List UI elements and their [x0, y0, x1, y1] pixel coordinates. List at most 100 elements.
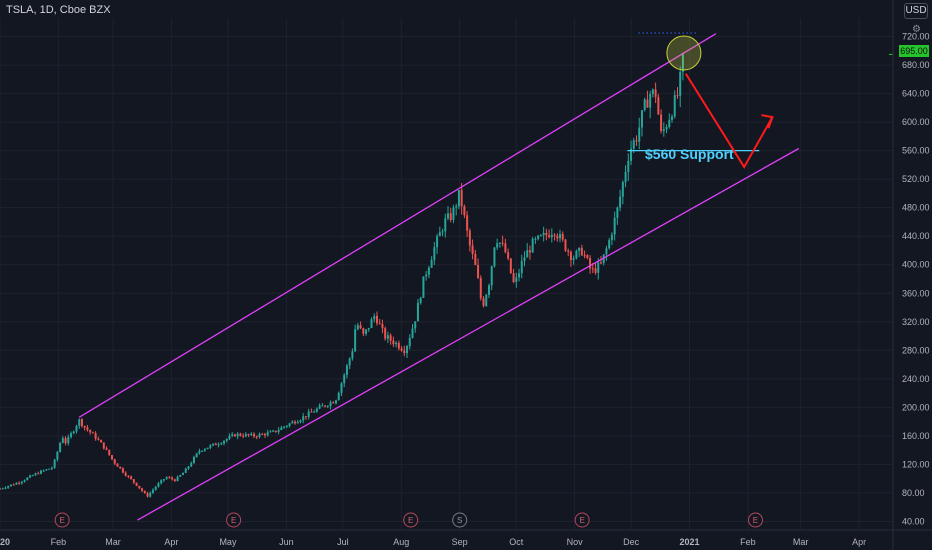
event-marker-label: E [231, 516, 236, 525]
time-tick-label: Nov [567, 537, 584, 547]
candle-body [67, 437, 70, 444]
event-marker-label: E [408, 516, 413, 525]
candle-body [400, 348, 403, 351]
event-marker [226, 512, 242, 528]
candle-body [39, 470, 42, 474]
candle-body [411, 328, 414, 338]
channel-lower-line [137, 147, 800, 521]
projection-arrowhead [761, 114, 774, 129]
candle-body [154, 486, 157, 490]
candle-body [119, 466, 122, 469]
candle-body [184, 468, 187, 473]
candle-body [490, 266, 493, 286]
candle-body [26, 477, 29, 481]
price-axis[interactable]: 40.00 80.00 120.00 160.00 200.00 240.00 280.00… [892, 0, 930, 550]
support-label: $560 Support [645, 146, 734, 162]
candle-body [105, 448, 108, 450]
candle-body [80, 419, 83, 426]
event-marker-label: E [59, 516, 64, 525]
candle-body [97, 438, 100, 440]
price-tick-label: 640.00 [902, 89, 930, 99]
event-marker [452, 512, 468, 528]
candle-body [444, 218, 447, 232]
candle-body [397, 342, 400, 349]
candle-body [157, 483, 160, 487]
candle-body [18, 482, 21, 484]
price-tick-label: 160.00 [902, 431, 930, 441]
candle-body [141, 488, 144, 492]
candle-body [206, 447, 209, 450]
last-price-label: 695.00 [899, 45, 929, 57]
candle-body [507, 252, 510, 259]
time-tick-label: Oct [509, 537, 524, 547]
candle-body [627, 160, 630, 172]
projection-path [684, 73, 774, 169]
candle-body [550, 234, 553, 238]
candle-body [203, 449, 206, 451]
candle-body [121, 468, 124, 473]
candle-body [345, 365, 348, 376]
candle-body [665, 127, 668, 130]
event-marker-label: S [457, 516, 462, 525]
candle-body [162, 479, 165, 481]
candle-body [671, 116, 674, 120]
candle-body [673, 95, 676, 117]
candle-body [53, 459, 56, 468]
candle-body [452, 207, 455, 220]
candle-body [78, 419, 81, 426]
candle-body [217, 444, 220, 446]
candle-body [228, 435, 231, 439]
candle-body [315, 408, 318, 412]
candle-body [406, 346, 409, 354]
event-marker-label: E [579, 516, 584, 525]
candle-body [526, 250, 529, 258]
candle-body [485, 294, 488, 306]
candle-body [171, 477, 174, 480]
candle-body [624, 171, 627, 183]
candle-body [91, 432, 94, 434]
candle-body [375, 315, 378, 324]
candle-body [679, 71, 682, 96]
candle-body [392, 340, 395, 345]
candle-body [477, 265, 480, 279]
candle-body [50, 467, 53, 469]
candle-body [542, 232, 545, 236]
candle-body [662, 129, 665, 132]
candle-body [244, 434, 247, 437]
candle-body [318, 405, 321, 409]
candle-body [646, 99, 649, 108]
candle-body [0, 488, 1, 490]
time-tick-label: Apr [164, 537, 178, 547]
candle-body [168, 477, 171, 479]
candle-body [100, 439, 103, 443]
candle-body [616, 207, 619, 218]
candle-body [621, 182, 624, 197]
gear-icon[interactable]: ⚙ [912, 24, 921, 35]
candle-body [187, 466, 190, 469]
candle-body [594, 268, 597, 273]
candle-body [283, 426, 286, 428]
candle-body [427, 267, 430, 275]
candle-body [173, 479, 176, 482]
time-axis[interactable]: 2020 Feb Mar Apr May Jun Jul Aug Sep Oct Nov Dec 202… [0, 529, 932, 547]
candle-body [42, 470, 45, 472]
candle-body [307, 411, 310, 418]
candle-body [422, 276, 425, 298]
candle-body [7, 486, 10, 488]
candle-body [29, 475, 32, 478]
candle-body [553, 234, 556, 236]
candle-body [569, 251, 572, 261]
candle-body [556, 235, 559, 239]
candle-body [214, 443, 217, 446]
candle-body [430, 259, 433, 268]
candle-body [151, 489, 154, 493]
candle-body [520, 261, 523, 274]
candle-body [209, 445, 212, 448]
candle-body [559, 233, 562, 239]
candle-body [378, 323, 381, 325]
candle-body [531, 238, 534, 253]
candle-body [498, 242, 501, 244]
currency-button[interactable]: USD [904, 3, 928, 19]
candle-body [233, 434, 236, 437]
